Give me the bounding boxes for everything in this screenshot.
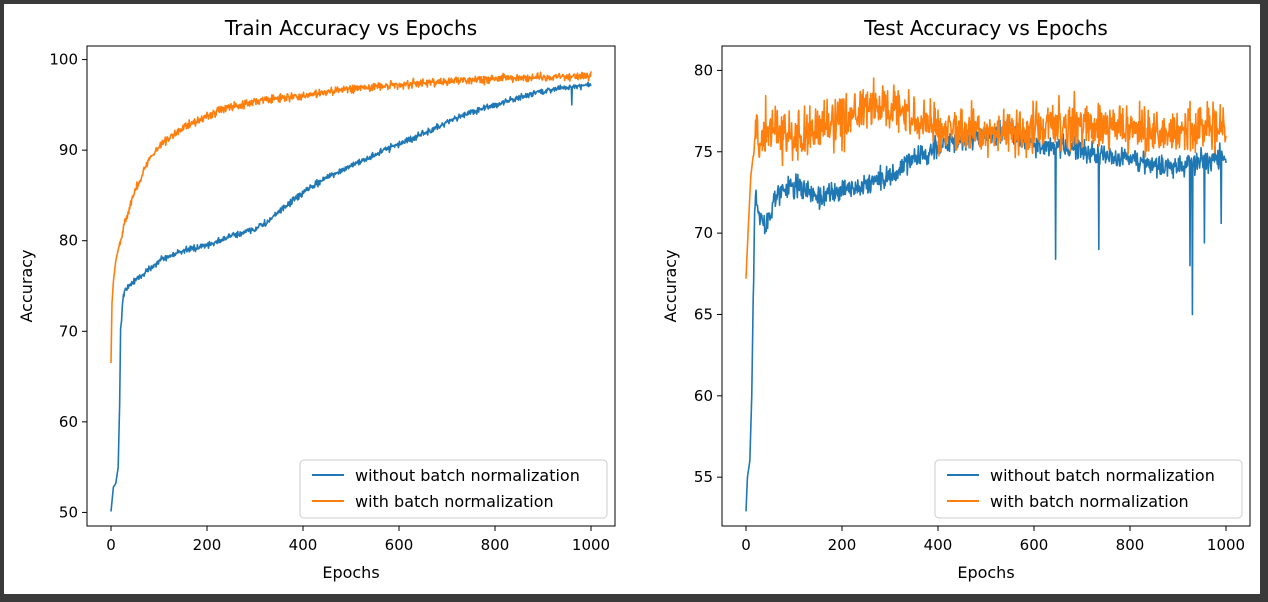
y-tick-label: 65 — [694, 305, 713, 323]
y-tick-label: 90 — [59, 141, 78, 159]
x-tick-label: 1000 — [572, 536, 610, 554]
plot-frame — [86, 45, 616, 527]
series-line-with-batch-norm — [745, 77, 1227, 279]
figure: Train Accuracy vs Epochs 0 200 400 600 800 10… — [4, 4, 1260, 594]
x-tick-label: 400 — [924, 536, 953, 554]
figure-canvas: Train Accuracy vs Epochs 0 200 400 600 800 10… — [17, 16, 1251, 582]
train-accuracy-chart: Train Accuracy vs Epochs 0 200 400 600 800 10… — [17, 16, 616, 582]
series-lines — [745, 77, 1227, 512]
y-tick-label: 70 — [694, 224, 713, 242]
legend-label-without: without batch normalization — [990, 466, 1215, 485]
x-tick-label: 800 — [481, 536, 510, 554]
x-axis-label: Epochs — [957, 563, 1014, 582]
series-line-with-batch-norm — [110, 71, 592, 363]
y-tick-label: 75 — [694, 143, 713, 161]
y-tick-label: 80 — [694, 61, 713, 79]
x-axis-ticks: 0 200 400 600 800 1000 — [741, 526, 1245, 554]
x-tick-label: 200 — [828, 536, 857, 554]
plot-frame — [721, 45, 1251, 527]
test-accuracy-chart: Test Accuracy vs Epochs 0 200 400 600 800 100… — [661, 16, 1251, 582]
legend-box — [299, 459, 608, 519]
series-line-without-batch-norm — [745, 118, 1227, 512]
y-axis-label: Accuracy — [661, 249, 680, 322]
legend-label-without: without batch normalization — [355, 466, 580, 485]
y-axis-ticks: 55 60 65 70 75 80 — [694, 61, 722, 486]
chart-title: Test Accuracy vs Epochs — [863, 16, 1108, 40]
series-line-without-batch-norm — [110, 81, 592, 512]
y-tick-label: 100 — [49, 51, 78, 69]
series-lines — [110, 71, 592, 512]
legend: without batch normalization with batch n… — [934, 459, 1243, 519]
y-tick-label: 60 — [694, 387, 713, 405]
x-tick-label: 200 — [193, 536, 222, 554]
x-tick-label: 1000 — [1207, 536, 1245, 554]
legend-label-with: with batch normalization — [355, 492, 554, 511]
x-tick-label: 0 — [741, 536, 751, 554]
y-tick-label: 70 — [59, 322, 78, 340]
x-tick-label: 400 — [289, 536, 318, 554]
y-axis-ticks: 50 60 70 80 90 100 — [49, 51, 87, 521]
legend: without batch normalization with batch n… — [299, 459, 608, 519]
legend-label-with: with batch normalization — [990, 492, 1189, 511]
x-tick-label: 600 — [1020, 536, 1049, 554]
x-axis-ticks: 0 200 400 600 800 1000 — [106, 526, 610, 554]
x-tick-label: 0 — [106, 536, 116, 554]
chart-title: Train Accuracy vs Epochs — [224, 16, 477, 40]
legend-box — [934, 459, 1243, 519]
y-tick-label: 55 — [694, 468, 713, 486]
y-tick-label: 50 — [59, 503, 78, 521]
y-tick-label: 60 — [59, 413, 78, 431]
x-axis-label: Epochs — [322, 563, 379, 582]
x-tick-label: 800 — [1116, 536, 1145, 554]
y-axis-label: Accuracy — [17, 249, 36, 322]
x-tick-label: 600 — [385, 536, 414, 554]
y-tick-label: 80 — [59, 232, 78, 250]
